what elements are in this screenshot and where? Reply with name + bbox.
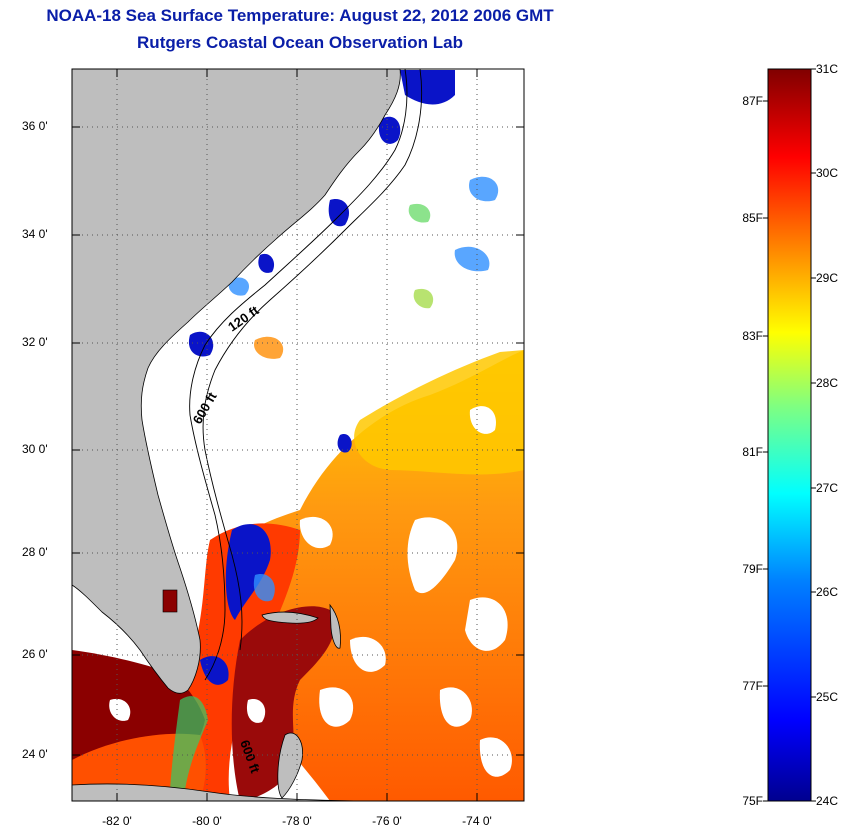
colorbar-label-30c: 30C	[816, 166, 839, 180]
lake-okeechobee	[162, 589, 178, 613]
lon-label-82: -82 0'	[102, 814, 132, 828]
cloud-gaps	[109, 406, 512, 777]
lon-label-76: -76 0'	[372, 814, 402, 828]
land-cuba	[72, 783, 361, 801]
lon-label-74: -74 0'	[462, 814, 492, 828]
lon-label-78: -78 0'	[282, 814, 312, 828]
map-frame	[71, 68, 525, 802]
lat-label-26: 26 0'	[22, 647, 48, 661]
colorbar-label-79f: 79F	[742, 562, 763, 576]
colorbar-label-24c: 24C	[816, 794, 839, 808]
map-gridlines	[72, 69, 524, 801]
land-abaco	[329, 603, 341, 649]
colorbar-label-81f: 81F	[742, 445, 763, 459]
sst-cool-patches	[228, 176, 499, 602]
lat-label-36: 36 0'	[22, 119, 48, 133]
map-tick-marks	[72, 69, 524, 801]
sst-cold-patches	[188, 70, 455, 685]
colorbar-label-77f: 77F	[742, 679, 763, 693]
colorbar-label-28c: 28C	[816, 376, 839, 390]
colorbar-label-75f: 75F	[742, 794, 763, 808]
colorbar-label-26c: 26C	[816, 585, 839, 599]
isobath-contours	[189, 69, 423, 681]
colorbar	[767, 68, 812, 802]
colorbar-label-83f: 83F	[742, 329, 763, 343]
land-grand-bahama	[261, 611, 319, 624]
colorbar-ticks	[763, 68, 816, 802]
lat-label-28: 28 0'	[22, 545, 48, 559]
land-andros	[277, 732, 303, 799]
map-subtitle: Rutgers Coastal Ocean Observation Lab	[137, 33, 463, 52]
colorbar-label-29c: 29C	[816, 271, 839, 285]
sst-mild-patches	[254, 203, 434, 359]
map-title: NOAA-18 Sea Surface Temperature: August …	[46, 6, 554, 25]
sst-yellow-region	[354, 350, 524, 475]
lat-label-30: 30 0'	[22, 442, 48, 456]
colorbar-label-85f: 85F	[742, 211, 763, 225]
sst-cool-keys	[170, 696, 208, 790]
lat-label-24: 24 0'	[22, 747, 48, 761]
sst-map: 120 ft 600 ft 600 ft	[72, 69, 524, 801]
colorbar-label-25c: 25C	[816, 690, 839, 704]
lat-label-34: 34 0'	[22, 227, 48, 241]
colorbar-label-31c: 31C	[816, 62, 839, 76]
colorbar-label-27c: 27C	[816, 481, 839, 495]
colorbar-label-87f: 87F	[742, 94, 763, 108]
land-us-coast	[72, 69, 401, 694]
lon-label-80: -80 0'	[192, 814, 222, 828]
lat-label-32: 32 0'	[22, 335, 48, 349]
